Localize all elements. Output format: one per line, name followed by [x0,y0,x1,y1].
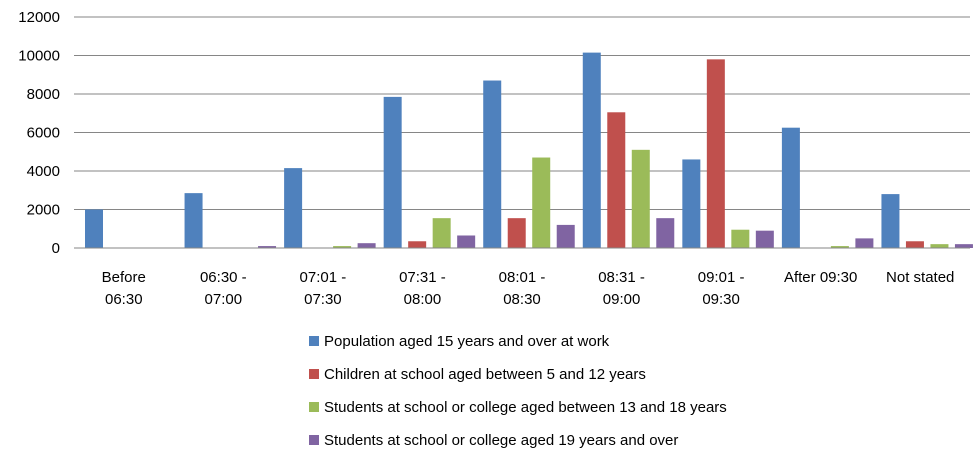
bar [631,149,650,248]
x-tick-label-line: 07:00 [205,291,243,308]
bar [682,159,701,248]
x-tick-label-line: Not stated [886,269,954,286]
bar [855,238,874,248]
bar [483,80,502,249]
y-tick-label: 12000 [18,9,60,26]
x-tick-label-line: 07:01 - [300,269,347,286]
bar [556,224,575,248]
x-tick-label-line: 08:31 - [598,269,645,286]
bars [85,52,973,249]
legend-swatch [309,402,319,412]
gridlines [74,16,970,210]
x-tick-label: Not stated [886,269,954,286]
bar [656,218,675,248]
x-tick-label-line: 07:31 - [399,269,446,286]
legend: Population aged 15 years and over at wor… [309,333,727,449]
x-tick-label: 08:31 - 09:00 [598,269,645,308]
y-tick-label: 6000 [27,125,60,142]
bar [830,246,849,248]
bar [432,218,451,248]
bar [930,244,949,248]
x-tick-label-line: 06:30 - [200,269,247,286]
bar [457,235,476,248]
legend-item: Students at school or college aged 19 ye… [309,432,678,449]
y-axis-ticks: 0 2000 4000 6000 8000 10000 12000 [18,9,60,257]
y-tick-label: 8000 [27,86,60,103]
x-tick-label-line: 08:00 [404,291,442,308]
x-tick-label-line: 08:01 - [499,269,546,286]
bar [706,59,725,248]
x-tick-label-line: Before [102,269,146,286]
y-tick-label: 4000 [27,163,60,180]
series-1-bars [85,52,900,249]
legend-label: Students at school or college aged betwe… [324,399,727,416]
legend-label: Children at school aged between 5 and 12… [324,366,646,383]
x-tick-label: 08:01 - 08:30 [499,269,546,308]
y-tick-label: 0 [52,240,60,257]
x-tick-label: 07:31 - 08:00 [399,269,446,308]
bar [532,157,551,248]
x-tick-label-line: 06:30 [105,291,143,308]
bar [184,193,203,248]
bar [731,229,750,248]
legend-label: Population aged 15 years and over at wor… [324,333,610,350]
bar [781,127,800,248]
bar [881,194,900,248]
x-tick-label: 06:30 - 07:00 [200,269,247,308]
y-tick-label: 10000 [18,48,60,65]
x-tick-label: 09:01 - 09:30 [698,269,745,308]
series-2-bars [408,59,924,248]
x-tick-label: After 09:30 [784,269,857,286]
legend-swatch [309,435,319,445]
bar [755,230,774,248]
bar [408,241,427,248]
bar [905,241,924,248]
bar [954,244,973,248]
bar [607,112,626,248]
bar [258,246,277,248]
x-tick-label-line: 09:30 [702,291,740,308]
x-tick-label: 07:01 - 07:30 [300,269,347,308]
x-tick-label-line: 08:30 [503,291,541,308]
legend-swatch [309,369,319,379]
bar [333,246,352,248]
series-3-bars [333,149,949,248]
legend-swatch [309,336,319,346]
bar [85,209,103,248]
bar [284,168,303,248]
x-tick-label-line: 09:01 - [698,269,745,286]
bar [383,96,402,248]
x-tick-label-line: 07:30 [304,291,342,308]
legend-label: Students at school or college aged 19 ye… [324,432,678,449]
x-tick-label: Before 06:30 [102,269,146,308]
bar [507,218,526,248]
bar [357,243,376,248]
legend-item: Children at school aged between 5 and 12… [309,366,646,383]
legend-item: Students at school or college aged betwe… [309,399,727,416]
x-axis-ticks: Before 06:30 06:30 - 07:00 07:01 - 07:30 07:31… [102,269,955,308]
legend-item: Population aged 15 years and over at wor… [309,333,610,350]
x-tick-label-line: After 09:30 [784,269,857,286]
bar [582,52,601,248]
series-4-bars [258,218,973,248]
x-tick-label-line: 09:00 [603,291,641,308]
y-tick-label: 2000 [27,202,60,219]
